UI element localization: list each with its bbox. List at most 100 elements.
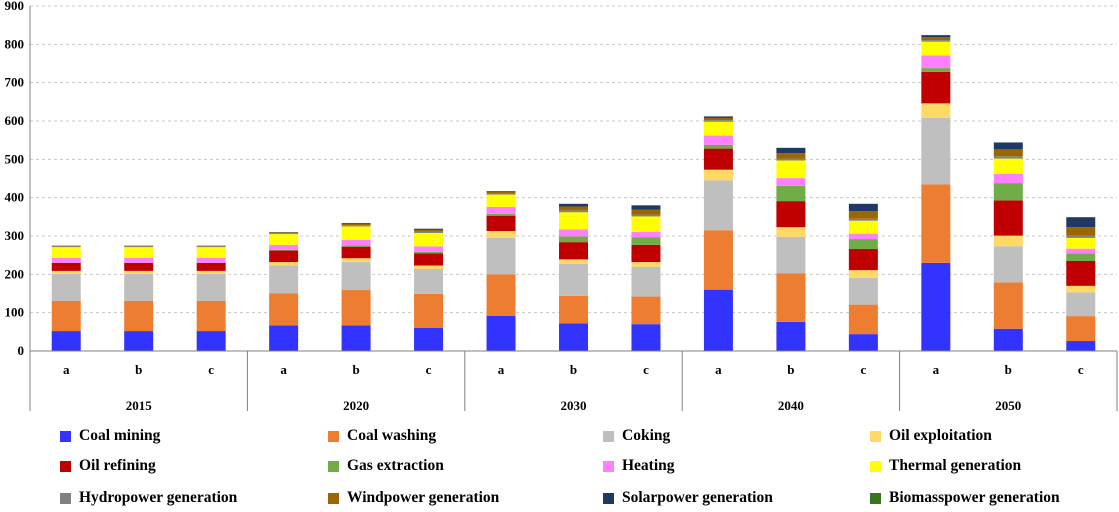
bar-segment-2050-c-thermal-generation <box>1066 238 1095 249</box>
bar-segment-2040-a-hydropower-generation <box>704 120 733 122</box>
bar-segment-2020-a-coal-mining <box>269 325 298 351</box>
bar-segment-2020-c-coal-washing <box>414 294 443 328</box>
bar-segment-2050-c-coal-mining <box>1066 341 1095 351</box>
bar-segment-2020-b-solarpower-generation <box>342 223 371 224</box>
bar-segment-2050-a-heating <box>921 55 950 68</box>
bar-segment-2020-c-hydropower-generation <box>414 232 443 233</box>
scenario-label-2015-a: a <box>63 362 70 377</box>
bar-segment-2040-c-gas-extraction <box>849 239 878 249</box>
legend-item-oil-exploitation: Oil exploitation <box>870 422 992 450</box>
bars <box>52 35 1096 351</box>
legend-item-windpower-generation: Windpower generation <box>328 484 499 512</box>
bar-segment-2040-b-coking <box>776 237 805 273</box>
legend-item-biomasspower-generation: Biomasspower generation <box>870 484 1060 512</box>
scenario-label-2015-c: c <box>208 362 214 377</box>
legend-label: Solarpower generation <box>622 489 773 507</box>
bar-segment-2030-b-hydropower-generation <box>559 210 588 212</box>
bar-segment-2030-b-windpower-generation <box>559 206 588 210</box>
bar-segment-2030-a-coal-washing <box>487 274 516 315</box>
bar-segment-2050-c-heating <box>1066 249 1095 254</box>
bar-segment-2030-b-thermal-generation <box>559 212 588 229</box>
bar-segment-2050-b-oil-refining <box>994 200 1023 235</box>
bar-segment-2020-b-hydropower-generation <box>342 225 371 226</box>
bar-segment-2015-a-coal-mining <box>52 331 81 351</box>
bar-segment-2015-a-windpower-generation <box>52 246 81 247</box>
legend-item-oil-refining: Oil refining <box>60 452 156 480</box>
bar-segment-2020-b-coal-mining <box>342 325 371 351</box>
bar-segment-2040-c-heating <box>849 234 878 239</box>
legend-swatch <box>870 461 881 472</box>
bar-segment-2015-b-thermal-generation <box>124 247 153 258</box>
scenario-label-2040-c: c <box>860 362 866 377</box>
legend-label: Gas extraction <box>347 457 444 475</box>
bar-segment-2050-b-solarpower-generation <box>994 142 1023 149</box>
bar-segment-2015-a-hydropower-generation <box>52 246 81 247</box>
bar-segment-2040-a-oil-refining <box>704 149 733 170</box>
y-tick-label-400: 400 <box>5 190 25 205</box>
legend-swatch <box>870 493 881 504</box>
bar-segment-2030-b-coal-washing <box>559 296 588 324</box>
bar-segment-2030-c-windpower-generation <box>631 210 660 215</box>
bar-segment-2050-c-solarpower-generation <box>1066 217 1095 227</box>
bar-segment-2050-b-oil-exploitation <box>994 236 1023 247</box>
bar-segment-2015-b-coal-mining <box>124 331 153 351</box>
scenario-label-2030-c: c <box>643 362 649 377</box>
bar-segment-2015-b-oil-exploitation <box>124 271 153 274</box>
bar-segment-2040-b-solarpower-generation <box>776 148 805 153</box>
legend-item-coal-washing: Coal washing <box>328 422 436 450</box>
bar-segment-2030-c-oil-refining <box>631 245 660 262</box>
bar-segment-2040-a-heating <box>704 136 733 145</box>
scenario-label-2020-a: a <box>280 362 287 377</box>
bar-segment-2050-c-coking <box>1066 292 1095 316</box>
scenario-label-2040-b: b <box>787 362 794 377</box>
bar-segment-2040-a-windpower-generation <box>704 118 733 120</box>
bar-segment-2015-b-oil-refining <box>124 263 153 271</box>
bar-segment-2040-b-oil-refining <box>776 201 805 227</box>
bar-segment-2040-b-heating <box>776 178 805 186</box>
bar-segment-2020-b-coal-washing <box>342 290 371 325</box>
bar-segment-2015-b-windpower-generation <box>124 246 153 247</box>
legend-item-hydropower-generation: Hydropower generation <box>60 484 237 512</box>
bar-segment-2050-c-gas-extraction <box>1066 253 1095 261</box>
bar-segment-2040-b-coal-mining <box>776 322 805 351</box>
bar-segment-2030-a-coking <box>487 238 516 274</box>
bar-segment-2015-b-hydropower-generation <box>124 246 153 247</box>
bar-segment-2020-b-coking <box>342 262 371 290</box>
bar-segment-2050-b-coal-mining <box>994 329 1023 351</box>
bar-segment-2050-a-windpower-generation <box>921 37 950 40</box>
legend-swatch <box>603 431 614 442</box>
bar-segment-2020-c-gas-extraction <box>414 252 443 254</box>
bar-segment-2020-a-gas-extraction <box>269 250 298 251</box>
scenario-label-2015-b: b <box>135 362 142 377</box>
legend-label: Thermal generation <box>889 457 1021 475</box>
bar-segment-2040-a-coal-mining <box>704 290 733 351</box>
legend-swatch <box>328 461 339 472</box>
legend-swatch <box>60 493 71 504</box>
bar-segment-2015-a-oil-refining <box>52 263 81 271</box>
bar-segment-2020-a-windpower-generation <box>269 233 298 234</box>
bar-segment-2020-a-coking <box>269 266 298 294</box>
legend-label: Oil refining <box>79 457 156 475</box>
bar-segment-2050-a-oil-exploitation <box>921 103 950 118</box>
bar-segment-2040-b-hydropower-generation <box>776 159 805 161</box>
y-tick-label-600: 600 <box>5 113 25 128</box>
bar-segment-2020-a-heating <box>269 245 298 250</box>
bar-segment-2020-b-oil-exploitation <box>342 258 371 262</box>
bar-segment-2030-c-coking <box>631 267 660 297</box>
bar-segment-2015-a-heating <box>52 258 81 263</box>
scenario-label-2020-b: b <box>352 362 359 377</box>
bar-segment-2020-c-oil-exploitation <box>414 266 443 269</box>
bar-segment-2015-c-heating <box>197 258 226 263</box>
bar-segment-2050-a-hydropower-generation <box>921 40 950 42</box>
bar-segment-2020-c-solarpower-generation <box>414 229 443 230</box>
y-tick-label-200: 200 <box>5 266 25 281</box>
bar-segment-2050-a-coking <box>921 118 950 184</box>
bar-segment-2015-c-thermal-generation <box>197 247 226 258</box>
group-label-2020: 2020 <box>343 398 369 413</box>
bar-segment-2040-b-thermal-generation <box>776 160 805 178</box>
legend-label: Hydropower generation <box>79 489 237 507</box>
y-tick-label-900: 900 <box>5 0 25 13</box>
bar-segment-2050-a-oil-refining <box>921 72 950 103</box>
